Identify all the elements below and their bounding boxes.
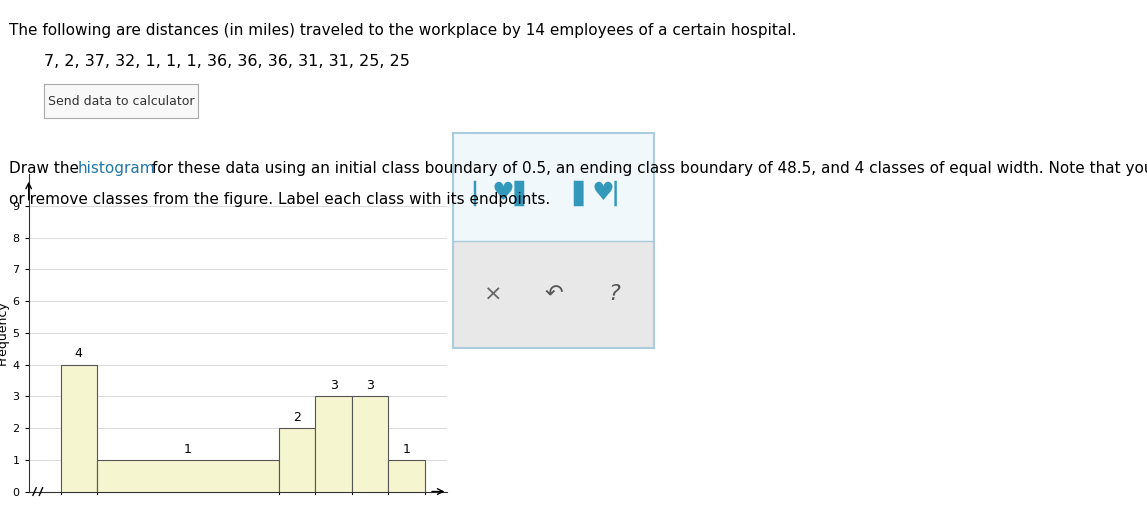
Text: 3: 3: [329, 379, 337, 392]
Text: ×: ×: [484, 284, 502, 305]
Bar: [61, 365, 97, 492]
Text: 2: 2: [294, 411, 302, 424]
Text: ↶: ↶: [544, 284, 563, 305]
Text: 1: 1: [403, 443, 411, 456]
Bar: [453, 241, 654, 348]
Text: 3: 3: [366, 379, 374, 392]
Bar: [388, 460, 424, 492]
Text: for these data using an initial class boundary of 0.5, an ending class boundary : for these data using an initial class bo…: [147, 161, 1147, 176]
Text: ▌♥▏: ▌♥▏: [574, 181, 634, 206]
Text: 7, 2, 37, 32, 1, 1, 1, 36, 36, 36, 31, 31, 25, 25: 7, 2, 37, 32, 1, 1, 1, 36, 36, 36, 31, 3…: [44, 54, 409, 69]
Text: ?: ?: [608, 284, 619, 305]
Bar: [352, 396, 388, 492]
Text: 4: 4: [75, 348, 83, 360]
Bar: [279, 428, 315, 492]
Bar: [97, 460, 279, 492]
Text: The following are distances (in miles) traveled to the workplace by 14 employees: The following are distances (in miles) t…: [9, 23, 796, 38]
Text: ▏♥▌: ▏♥▌: [473, 181, 533, 206]
Text: 1: 1: [184, 443, 192, 456]
Text: histogram: histogram: [78, 161, 156, 176]
Text: or remove classes from the figure. Label each class with its endpoints.: or remove classes from the figure. Label…: [9, 192, 551, 207]
Text: Send data to calculator: Send data to calculator: [48, 95, 194, 108]
Y-axis label: Frequency: Frequency: [0, 301, 8, 365]
Bar: [315, 396, 352, 492]
Text: Draw the: Draw the: [9, 161, 84, 176]
